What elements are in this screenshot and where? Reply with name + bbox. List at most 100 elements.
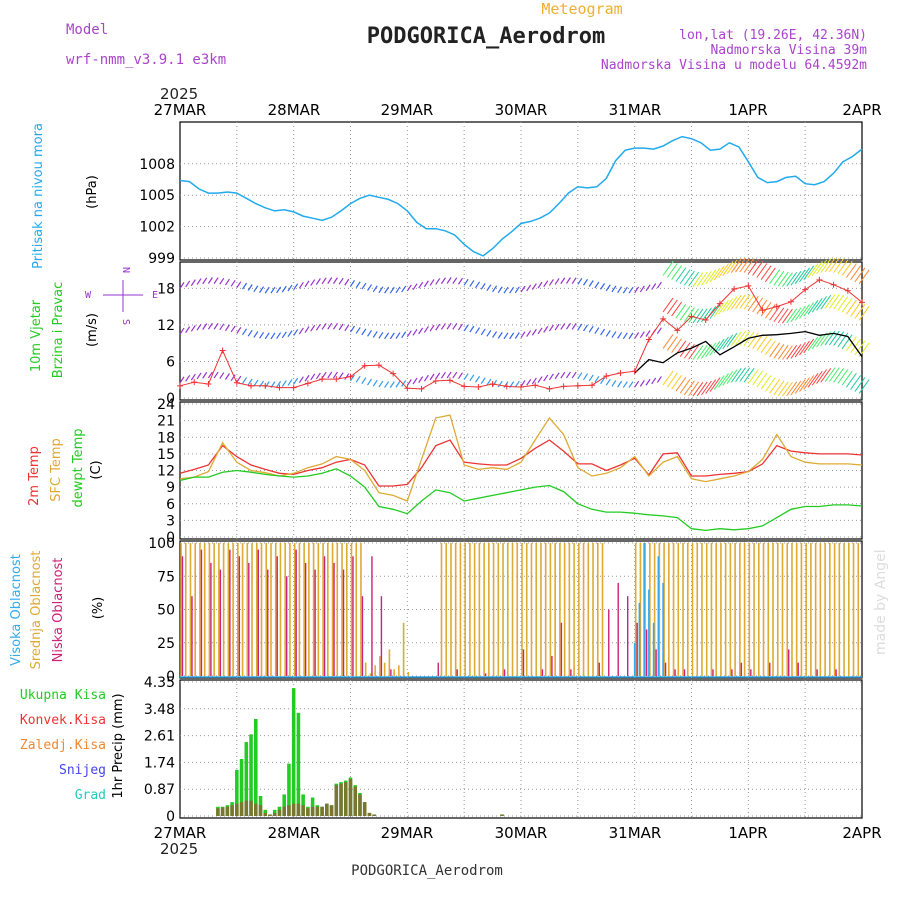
wind-gust-point xyxy=(319,376,326,383)
wind-barb-strong xyxy=(837,332,849,348)
model-value: wrf-nmm_v3.9.1 e3km xyxy=(66,52,226,68)
legend-hail: Grad xyxy=(75,788,106,803)
wind-barb-strong xyxy=(777,271,789,287)
precip-conv-bar xyxy=(353,786,358,816)
wind-barb-strong xyxy=(692,381,704,397)
wind-barb xyxy=(293,329,299,336)
precip-ytick-label: 3.48 xyxy=(144,702,175,718)
wind-barb xyxy=(213,322,219,330)
wind-barb xyxy=(497,380,503,388)
lonlat-label: lon,lat (19.26E, 42.36N) xyxy=(679,28,867,43)
wind-barb-strong xyxy=(837,369,849,384)
wind-barb-strong xyxy=(769,342,781,358)
meteogram-label: Meteogram xyxy=(541,0,622,18)
wind-barb xyxy=(503,332,509,340)
cloud-ylabel3: Niska Oblacnost xyxy=(51,558,66,663)
wind-barb xyxy=(367,378,373,386)
wind-barb xyxy=(457,277,463,285)
wind-barb xyxy=(242,377,248,384)
wind-barb-strong xyxy=(718,263,729,279)
wind-barb xyxy=(230,374,236,382)
wind-barb-strong xyxy=(726,259,738,275)
wind-barb-strong xyxy=(752,297,764,313)
wind-barb-strong xyxy=(850,265,862,281)
wind-barb-strong xyxy=(786,308,798,324)
wind-barb xyxy=(350,374,355,382)
wind-barb-strong xyxy=(722,334,734,350)
clouds-ytick-label: 75 xyxy=(157,569,175,585)
wind-barb-strong xyxy=(756,372,768,388)
wind-barb xyxy=(463,373,469,380)
pressure-unit: (hPa) xyxy=(85,175,100,209)
wind-barb xyxy=(412,283,418,290)
wind-barb xyxy=(367,284,373,291)
wind-barb xyxy=(384,381,390,388)
wind-unit: (m/s) xyxy=(85,313,100,347)
legend-frz: Zaledj.Kisa xyxy=(20,738,106,753)
wind-barb-strong xyxy=(675,303,687,319)
wind-barb-strong xyxy=(709,267,721,283)
wind-barb-strong xyxy=(841,370,853,386)
wind-barb xyxy=(344,278,350,286)
wind-barb-strong xyxy=(833,294,844,310)
wind-barb xyxy=(622,332,628,340)
wind-barb xyxy=(190,373,196,381)
wind-barb xyxy=(571,277,577,285)
temp-ylabel2: SFC Temp xyxy=(49,438,64,502)
wind-barb xyxy=(412,328,418,336)
wind-barb-strong xyxy=(807,336,819,352)
wind-barb xyxy=(622,381,628,388)
wind-gust-point xyxy=(660,315,667,322)
wind-barb xyxy=(367,329,373,337)
wind-barb-strong xyxy=(764,377,776,392)
precip-conv-bar xyxy=(325,803,329,816)
wind-gust-point xyxy=(617,370,624,377)
wind-barb-strong xyxy=(828,367,840,382)
wind-barb xyxy=(435,278,441,285)
wind-barb xyxy=(526,330,532,337)
wind-barb-strong xyxy=(824,257,836,273)
wind-barb-strong xyxy=(730,294,742,310)
wind-barb xyxy=(224,278,230,286)
temperature-ytick-label: 24 xyxy=(157,397,175,413)
wind-barb-strong xyxy=(799,377,810,392)
temperature-ytick-label: 0 xyxy=(166,530,175,546)
wind-barb-strong xyxy=(820,368,832,383)
wind-barb-strong xyxy=(671,338,683,353)
wind-barb xyxy=(287,379,293,386)
wind-barb xyxy=(628,332,634,340)
wind-barb-strong xyxy=(730,331,742,347)
wind-barb xyxy=(429,324,435,332)
wind-barb-strong xyxy=(675,267,687,282)
top-tick-1: 28MAR xyxy=(268,101,321,119)
wind-barb-strong xyxy=(803,338,815,354)
wind-barb-strong xyxy=(666,372,678,388)
wind-barb xyxy=(588,374,594,382)
wind-barb-strong xyxy=(786,271,798,287)
wind-barb xyxy=(440,371,446,379)
wind-gust-point xyxy=(731,285,738,292)
wind-barb-strong xyxy=(662,370,674,386)
wind-barb xyxy=(583,324,589,332)
wind-barb xyxy=(185,280,191,288)
wind-barb xyxy=(247,378,253,386)
wind-barb-strong xyxy=(850,338,862,354)
wind-barb-strong xyxy=(824,294,836,309)
top-tick-5: 1APR xyxy=(728,101,767,119)
wind-barb xyxy=(406,330,412,337)
wind-barb-strong xyxy=(773,380,785,396)
wind-barb xyxy=(384,286,390,294)
top-tick-4: 31MAR xyxy=(609,101,662,119)
wind-barb xyxy=(565,371,571,379)
wind-barb xyxy=(213,277,219,284)
precip-conv-bar xyxy=(277,809,282,816)
wind-barb-strong xyxy=(854,377,866,392)
wind-barb-strong xyxy=(773,270,785,286)
pressure-line xyxy=(179,135,863,257)
wind-gust-point xyxy=(489,380,496,387)
temp-unit: (C) xyxy=(89,460,104,479)
wind-barb xyxy=(594,375,600,383)
temperature-ytick-label: 6 xyxy=(166,497,175,513)
wind-barb xyxy=(310,324,316,332)
wind-barb xyxy=(452,323,458,330)
